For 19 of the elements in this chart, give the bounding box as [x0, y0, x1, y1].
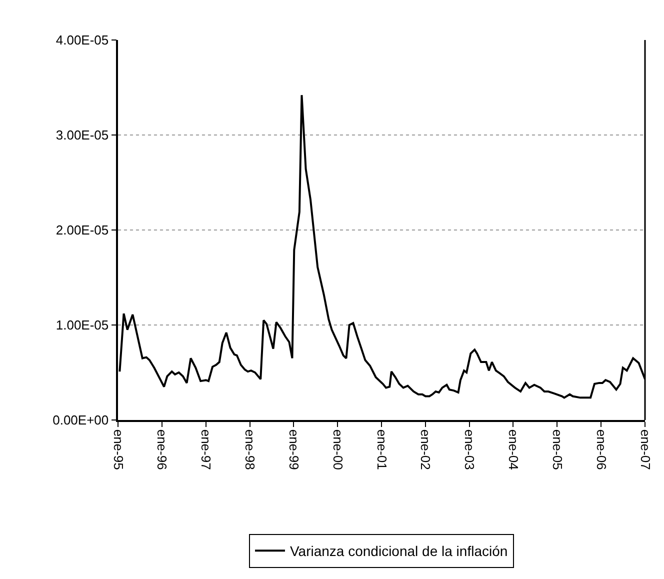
x-tick-label: ene-97 [198, 429, 214, 470]
x-tick-label: ene-95 [110, 429, 126, 470]
x-tick-label: ene-96 [154, 429, 170, 470]
x-tick-label: ene-03 [462, 429, 478, 470]
x-tick-label: ene-04 [506, 429, 521, 470]
x-tick-label: ene-05 [550, 429, 566, 470]
y-tick-label: 3.00E-05 [56, 128, 109, 143]
x-tick-label: ene-06 [594, 429, 609, 470]
y-tick-label: 0.00E+00 [52, 412, 109, 428]
x-tick-label: ene-99 [286, 429, 302, 470]
y-tick-label: 2.00E-05 [56, 222, 109, 238]
x-tick-label: ene-01 [374, 429, 390, 470]
legend-label: Varianza condicional de la inflación [290, 543, 508, 560]
y-tick-label: 4.00E-05 [56, 32, 109, 48]
y-tick-label: 1.00E-05 [56, 318, 109, 333]
x-tick-label: ene-07 [638, 429, 653, 470]
x-tick-label: ene-00 [330, 429, 346, 470]
x-tick-label: ene-02 [418, 429, 434, 470]
x-tick-label: ene-98 [242, 429, 258, 470]
